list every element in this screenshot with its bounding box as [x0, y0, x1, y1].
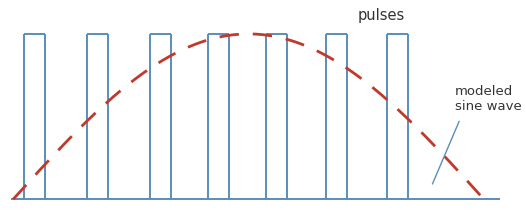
Text: modeled
sine wave: modeled sine wave	[455, 85, 522, 113]
Text: pulses: pulses	[358, 8, 405, 24]
